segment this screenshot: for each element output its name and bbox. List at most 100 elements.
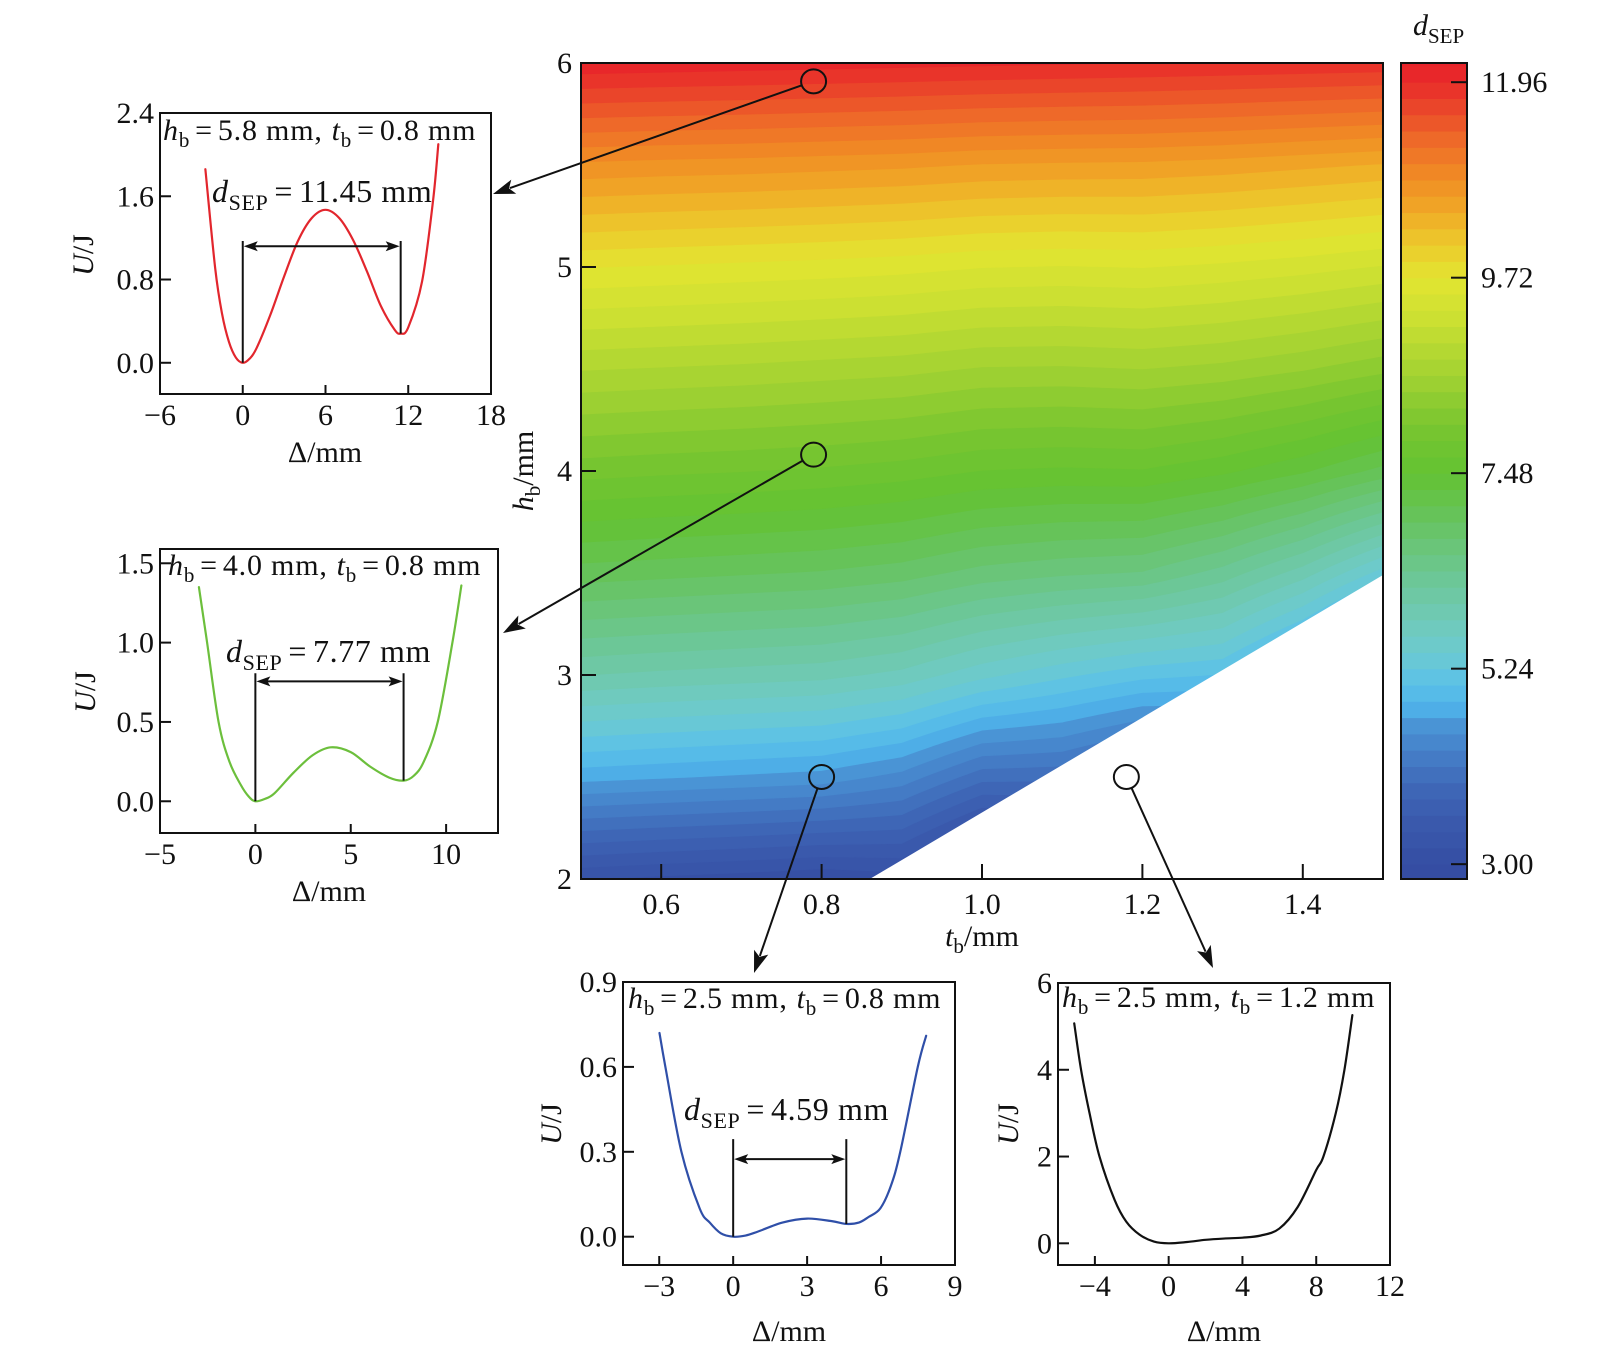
colorbar-title: dSEP: [1413, 9, 1464, 48]
colorbar-band: [1401, 440, 1467, 458]
title-h-value: 4.0 mm,: [223, 549, 328, 582]
dsep-eq: =: [274, 173, 293, 209]
y-tick-label: 0.3: [580, 1136, 618, 1169]
colorbar-band: [1401, 521, 1467, 539]
title-h: h: [1062, 981, 1078, 1014]
colorbar-band: [1401, 310, 1467, 328]
inset-frame: [159, 548, 499, 834]
dsep-value: 11.45 mm: [299, 173, 432, 209]
potential-energy-curve: [658, 1031, 928, 1238]
potential-energy-curve: [204, 143, 440, 364]
callout-arrowhead-icon: [503, 615, 526, 633]
colorbar-band: [1401, 847, 1467, 865]
colorbar-band: [1401, 538, 1467, 556]
x-tick-label: 9: [948, 1270, 963, 1303]
inset-title: hb = 5.8 mm, tb = 0.8 mm: [163, 114, 476, 152]
y-var: U: [69, 689, 102, 713]
dsep-var: d: [212, 173, 229, 209]
colorbar-band: [1401, 798, 1467, 816]
x-tick-label: 10: [431, 838, 461, 871]
inset-marks: −4 0 4 8 12 0 2 4 6: [1037, 967, 1405, 1303]
colorbar-title-var: d: [1413, 9, 1429, 42]
colorbar-band: [1401, 277, 1467, 295]
y-tick-label: 0.0: [117, 347, 155, 380]
title-t-value: 1.2 mm: [1279, 981, 1375, 1014]
x-tick-label: 18: [476, 399, 506, 432]
colorbar-band: [1401, 570, 1467, 588]
y-tick-label: 0: [1037, 1227, 1052, 1260]
callout-arrowhead-icon: [493, 179, 517, 194]
inset-plot-h5.8-t0.8: −6 0 6 12 180.00.81.62.4 hb = 5.8 mm, tb = 0.8 mm…: [67, 97, 506, 469]
x-tick-label: 1.2: [1124, 888, 1162, 921]
x-tick-label: 0: [235, 399, 250, 432]
x-tick-label: 5: [343, 838, 358, 871]
colorbar-band: [1401, 163, 1467, 181]
title-eq: =: [1094, 981, 1112, 1014]
x-tick-label: 0: [248, 838, 263, 871]
colorbar-band: [1401, 668, 1467, 686]
x-tick-label: 8: [1309, 1270, 1324, 1303]
colorbar-band: [1401, 391, 1467, 409]
colorbar-band: [1401, 619, 1467, 637]
arrowhead-left-icon: [256, 676, 271, 687]
title-h: h: [168, 549, 184, 582]
colorbar-band: [1401, 782, 1467, 800]
colorbar-bands: [1401, 63, 1467, 880]
y-tick-label: 3: [557, 659, 572, 692]
dsep-value: 7.77 mm: [313, 633, 431, 669]
x-tick-label: 0: [1161, 1270, 1176, 1303]
colorbar-band: [1401, 733, 1467, 751]
callout-arrow-line: [1130, 787, 1207, 953]
title-h-value: 2.5 mm,: [683, 982, 788, 1015]
colorbar-band: [1401, 65, 1467, 83]
x-tick-label: 0: [726, 1270, 741, 1303]
title-eq: =: [822, 982, 840, 1015]
colorbar-band: [1401, 212, 1467, 230]
inset-marks: −5 0 5 10 0.0 0.5 1.0 1.5: [117, 547, 463, 871]
main-x-axis-label: tb/mm: [945, 920, 1019, 958]
y-axis-var: h: [507, 496, 540, 511]
dsep-eq: =: [746, 1091, 765, 1127]
y-tick-label: 0.9: [580, 966, 618, 999]
colorbar-band: [1401, 342, 1467, 360]
colorbar-band: [1401, 831, 1467, 849]
x-tick-label: −6: [144, 399, 176, 432]
colorbar-band: [1401, 684, 1467, 702]
title-t-sub: b: [341, 128, 352, 152]
dsep-sub: SEP: [701, 1108, 741, 1133]
title-eq: =: [362, 549, 380, 582]
x-tick-label: 12: [393, 399, 423, 432]
y-var: U: [535, 1121, 568, 1145]
marker-circle: [800, 441, 828, 468]
colorbar-band: [1401, 82, 1467, 99]
title-h: h: [628, 982, 644, 1015]
y-axis-sub: b: [521, 486, 545, 497]
dsep-label: dSEP = 4.59 mm: [684, 1091, 889, 1133]
title-eq: =: [660, 982, 678, 1015]
y-tick-label: 1.0: [117, 627, 155, 660]
dsep-sub: SEP: [243, 650, 283, 675]
title-h-sub: b: [179, 128, 190, 152]
y-tick-label: 2: [1037, 1141, 1052, 1174]
colorbar-ticks: 3.00 5.24 7.48 9.72 11.96: [1451, 66, 1547, 881]
title-h-sub: b: [644, 996, 655, 1020]
colorbar-band: [1401, 505, 1467, 523]
inset-y-axis-label: U/J: [535, 1103, 568, 1145]
title-h-sub: b: [1078, 995, 1089, 1019]
potential-energy-curve: [1073, 1014, 1354, 1245]
inset-plot-h2.5-t0.8: −3 0 3 6 90.00.30.60.9 hb = 2.5 mm, tb = 0.8 mm d…: [535, 966, 963, 1348]
inset-frame: [1057, 982, 1391, 1266]
colorbar-band: [1401, 717, 1467, 735]
title-eq: =: [1256, 981, 1274, 1014]
colorbar-band: [1401, 750, 1467, 767]
title-t-value: 0.8 mm: [845, 982, 941, 1015]
colorbar-band: [1401, 652, 1467, 670]
colorbar-band: [1401, 603, 1467, 621]
y-unit: /J: [535, 1103, 568, 1123]
x-tick-label: −4: [1079, 1270, 1111, 1303]
x-axis-var: t: [945, 920, 954, 953]
x-tick-label: 6: [318, 399, 333, 432]
y-tick-label: 6: [557, 47, 572, 80]
colorbar-band: [1401, 63, 1467, 67]
